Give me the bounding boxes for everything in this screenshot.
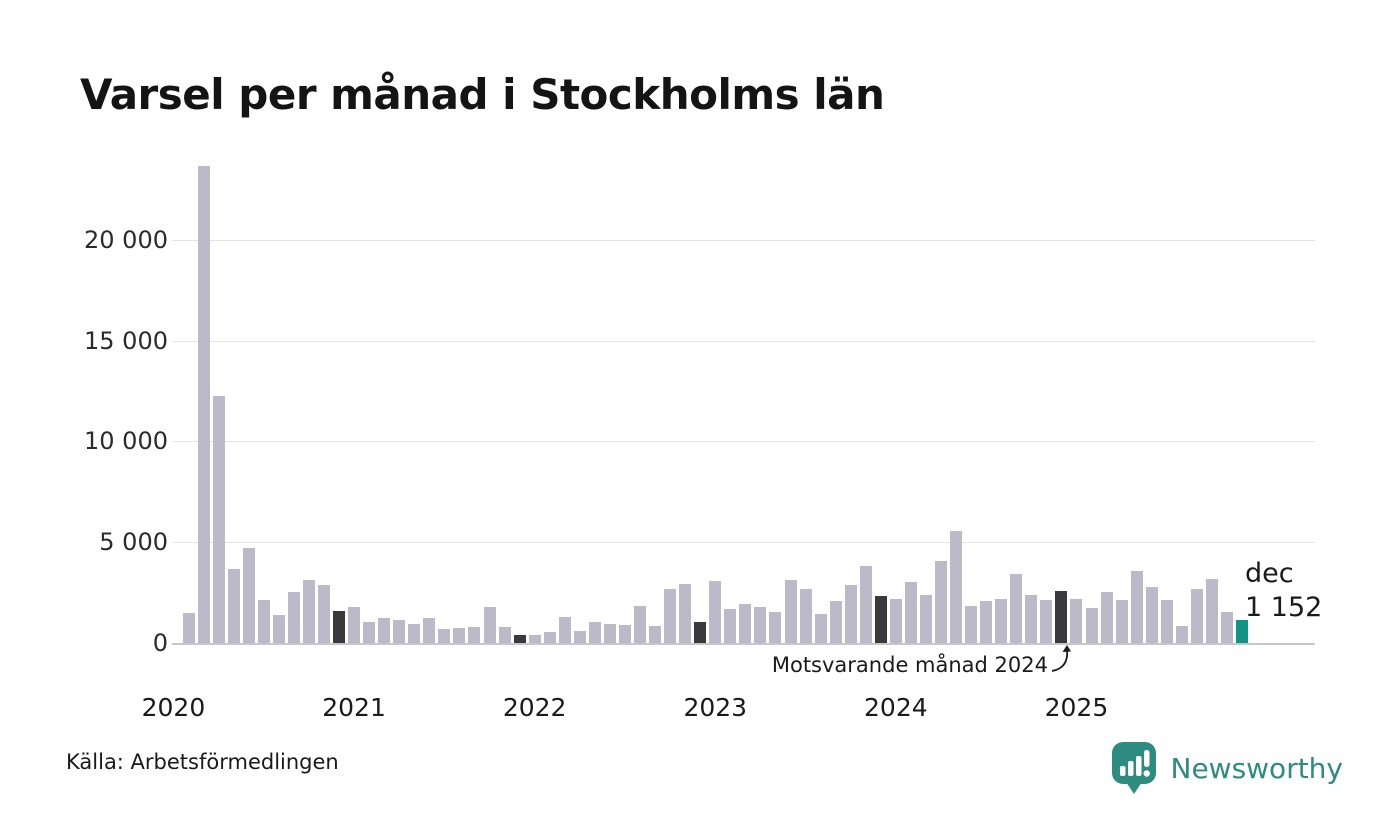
bar-2024-mar bbox=[919, 594, 932, 643]
bar-2021-mar bbox=[378, 617, 391, 643]
bar-2020-apr bbox=[212, 396, 225, 643]
x-axis-baseline bbox=[172, 643, 1315, 645]
latest-month-label: dec bbox=[1245, 558, 1294, 589]
bar-2021-maj bbox=[408, 623, 421, 643]
gridline bbox=[172, 340, 1315, 342]
bar-2020-mar bbox=[197, 166, 210, 643]
bar-2020-nov bbox=[317, 584, 330, 643]
bar-2022-apr bbox=[573, 630, 586, 643]
bar-2021-nov bbox=[498, 627, 511, 643]
bar-2020-jun bbox=[242, 548, 255, 643]
x-axis-year-label: 2025 bbox=[1044, 693, 1109, 722]
bar-2024-maj bbox=[950, 531, 963, 643]
x-axis-year-label: 2022 bbox=[502, 693, 567, 722]
bar-2024-okt bbox=[1025, 594, 1038, 643]
y-axis-tick-label: 10 000 bbox=[84, 427, 168, 456]
page-title: Varsel per månad i Stockholms län bbox=[80, 70, 885, 119]
bar-2023-jun bbox=[784, 579, 797, 643]
bar-2022-jun bbox=[603, 623, 616, 643]
bar-2021-sep bbox=[468, 627, 481, 643]
bar-2024-jun bbox=[965, 605, 978, 643]
bar-2022-dec bbox=[694, 622, 707, 643]
bar-2021-okt bbox=[483, 607, 496, 643]
bar-2023-nov bbox=[859, 565, 872, 643]
bar-2023-sep bbox=[829, 600, 842, 643]
bar-2023-feb bbox=[724, 608, 737, 643]
brand-footer: Newsworthy bbox=[1109, 740, 1344, 796]
bar-2022-feb bbox=[543, 631, 556, 643]
bar-2022-aug bbox=[634, 605, 646, 643]
x-axis-year-label: 2023 bbox=[683, 693, 748, 722]
bar-2025-maj bbox=[1130, 571, 1143, 643]
bar-2022-mar bbox=[558, 617, 571, 643]
bar-2023-jul bbox=[799, 588, 812, 643]
source-credit: Källa: Arbetsförmedlingen bbox=[66, 750, 339, 774]
bar-2024-sep bbox=[1010, 574, 1023, 643]
bar-2024-feb bbox=[904, 581, 917, 643]
bar-2023-apr bbox=[754, 606, 767, 643]
bar-2024-nov bbox=[1040, 599, 1053, 643]
bar-2025-jan bbox=[1070, 599, 1083, 643]
bar-2021-apr bbox=[393, 619, 406, 643]
bar-2023-mar bbox=[739, 604, 752, 643]
annotation-label: Motsvarande månad 2024 bbox=[771, 653, 1048, 677]
bar-2023-maj bbox=[769, 611, 782, 643]
bar-2021-jun bbox=[423, 617, 436, 643]
bar-2020-aug bbox=[272, 614, 285, 643]
bar-2021-jan bbox=[348, 606, 361, 643]
annotation-arrow-icon bbox=[1051, 645, 1071, 672]
bar-2025-jun bbox=[1145, 587, 1158, 643]
bar-2020-dec bbox=[333, 610, 345, 643]
bar-2025-aug bbox=[1175, 626, 1188, 643]
bar-2023-dec bbox=[874, 596, 887, 643]
brand-name: Newsworthy bbox=[1170, 751, 1344, 785]
bar-2020-maj bbox=[227, 569, 240, 643]
bar-2024-apr bbox=[935, 560, 947, 643]
bar-2025-feb bbox=[1085, 607, 1098, 643]
bar-2022-sep bbox=[649, 626, 662, 643]
bar-2024-jan bbox=[889, 599, 902, 643]
bar-2023-aug bbox=[814, 613, 827, 643]
bar-2025-nov bbox=[1220, 612, 1233, 643]
x-axis-year-label: 2021 bbox=[322, 693, 386, 722]
y-axis-tick-label: 0 bbox=[152, 629, 168, 657]
bar-2025-okt bbox=[1205, 578, 1218, 643]
latest-value-number: 1 152 bbox=[1245, 592, 1323, 623]
bar-2020-sep bbox=[287, 591, 300, 643]
bar-2021-aug bbox=[453, 627, 466, 643]
bar-2025-apr bbox=[1115, 600, 1128, 643]
bar-2024-dec bbox=[1055, 590, 1068, 643]
y-axis-tick-label: 5 000 bbox=[99, 528, 168, 557]
latest-value-label: dec 1 152 bbox=[1245, 557, 1322, 625]
gridline bbox=[172, 239, 1315, 241]
bar-2021-jul bbox=[438, 628, 451, 643]
bar-2024-aug bbox=[995, 598, 1008, 643]
bar-2025-jul bbox=[1160, 599, 1173, 643]
x-axis-year-label: 2024 bbox=[864, 693, 928, 722]
bar-2022-nov bbox=[679, 583, 692, 643]
bar-2020-okt bbox=[302, 579, 315, 643]
bar-2021-dec bbox=[513, 634, 526, 643]
bar-2025-mar bbox=[1100, 592, 1113, 643]
bar-2022-jan bbox=[528, 634, 541, 643]
bar-2022-jul bbox=[618, 624, 631, 643]
bar-2023-jan bbox=[709, 580, 722, 643]
bar-2021-feb bbox=[363, 621, 376, 643]
bar-2020-jul bbox=[257, 599, 270, 643]
bar-2020-feb bbox=[182, 612, 195, 643]
gridline bbox=[172, 441, 1315, 443]
newsworthy-logo-icon bbox=[1111, 742, 1156, 794]
y-axis-tick-label: 15 000 bbox=[84, 326, 168, 355]
bar-2024-jul bbox=[980, 600, 993, 643]
bar-2022-maj bbox=[588, 621, 601, 643]
bar-2022-okt bbox=[664, 588, 677, 643]
x-axis-year-label: 2020 bbox=[141, 693, 206, 722]
gridline bbox=[172, 542, 1315, 544]
bar-2025-dec bbox=[1236, 619, 1248, 643]
bar-2023-okt bbox=[844, 584, 857, 643]
bar-2025-sep bbox=[1190, 588, 1203, 643]
y-axis-tick-label: 20 000 bbox=[84, 225, 168, 254]
